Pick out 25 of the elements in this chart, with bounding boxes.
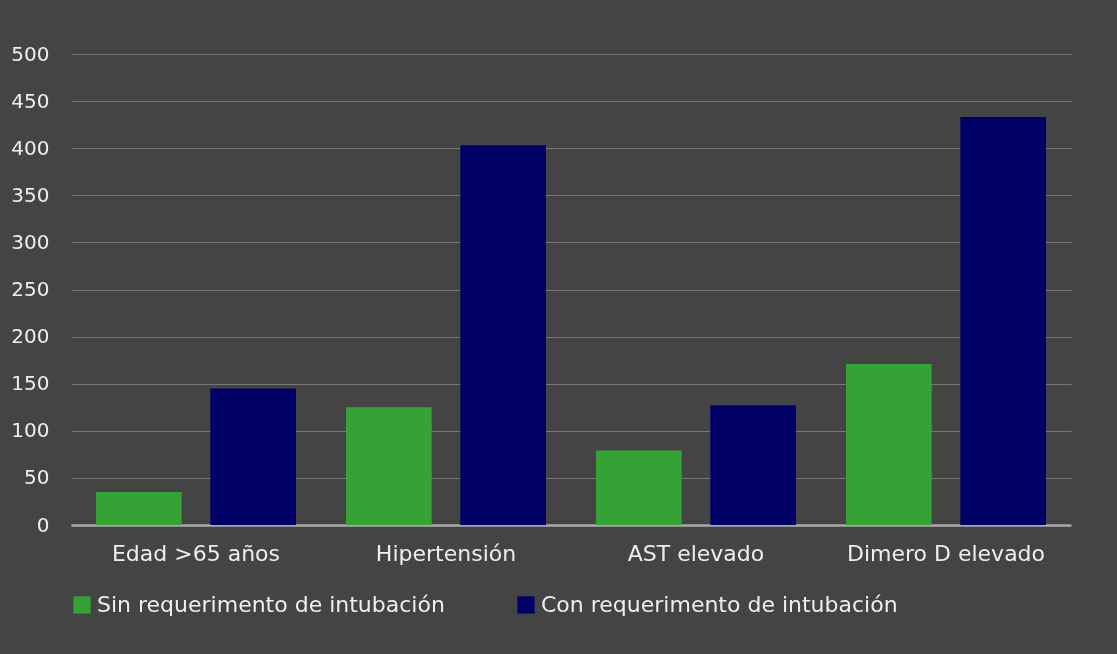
y-tick-label: 0 [36, 512, 50, 537]
y-tick-label: 500 [11, 41, 50, 66]
x-tick-label: Hipertensión [375, 540, 517, 566]
x-tick-label: AST elevado [627, 540, 765, 566]
bar [710, 405, 796, 525]
bar [460, 145, 546, 525]
bar [596, 450, 682, 525]
y-tick-label: 350 [11, 182, 50, 207]
y-tick-label: 400 [11, 135, 50, 160]
bar [96, 492, 182, 525]
y-tick-label: 150 [11, 371, 50, 396]
bar [846, 363, 932, 525]
y-tick-label: 300 [11, 229, 50, 254]
x-tick-label: Edad >65 años [111, 540, 281, 566]
y-tick-label: 250 [11, 277, 50, 301]
y-tick-label: 450 [11, 88, 50, 113]
y-tick-label: 100 [11, 418, 50, 443]
bar [960, 117, 1046, 525]
legend-label: Con requerimento de intubación [541, 592, 898, 617]
bar [210, 388, 296, 525]
legend-label: Sin requerimento de intubación [97, 592, 445, 617]
bar [346, 407, 432, 525]
x-tick-label: Dimero D elevado [846, 540, 1046, 566]
y-tick-label: 200 [11, 324, 50, 349]
y-tick-label: 50 [24, 465, 50, 490]
